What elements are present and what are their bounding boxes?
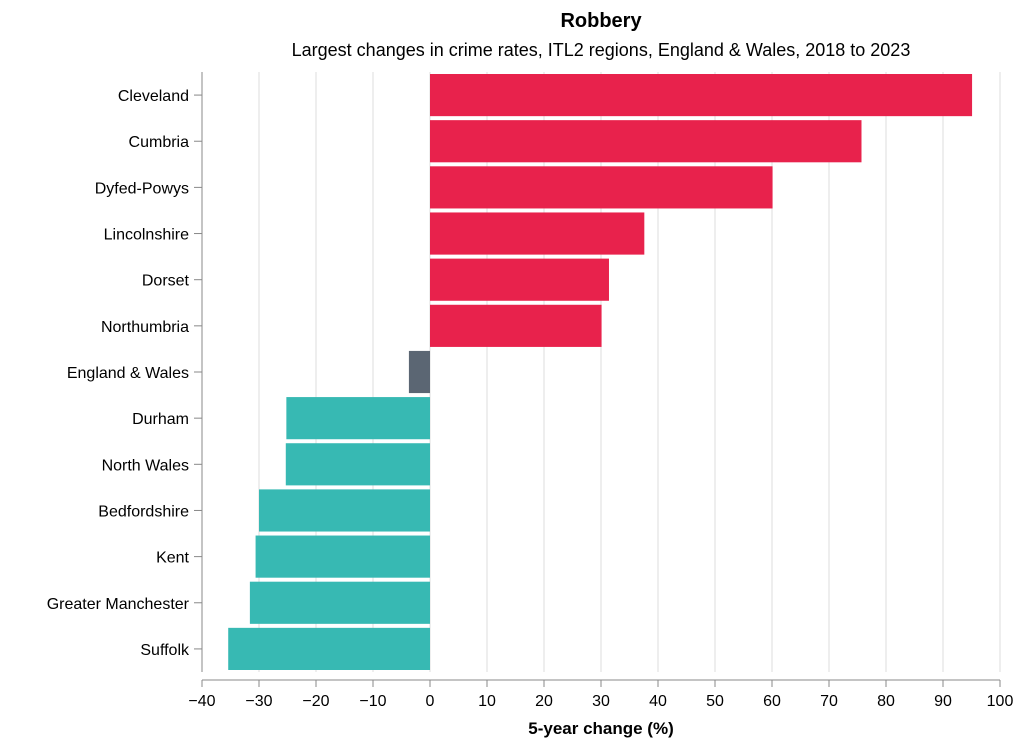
bar-durham xyxy=(286,397,430,440)
axes: Cleveland Cumbria Dyfed-Powys Lincolnshire D… xyxy=(47,72,1014,710)
y-tick-label: Cumbria xyxy=(129,134,190,151)
y-tick-label: Cleveland xyxy=(118,88,189,105)
bar-cleveland xyxy=(430,74,973,117)
x-tick-label: 100 xyxy=(987,693,1014,710)
bar-cumbria xyxy=(430,120,862,163)
chart-subtitle: Largest changes in crime rates, ITL2 reg… xyxy=(292,40,911,60)
bar-kent xyxy=(255,535,430,578)
x-tick-label: 40 xyxy=(649,693,667,710)
y-tick-label: Lincolnshire xyxy=(104,227,189,244)
x-tick-label: 20 xyxy=(535,693,553,710)
bar-england-wales xyxy=(408,350,430,394)
x-tick-label: 30 xyxy=(592,693,610,710)
x-tick-label: 80 xyxy=(877,693,895,710)
x-tick-label: 60 xyxy=(763,693,781,710)
x-tick-label: 90 xyxy=(934,693,952,710)
y-tick-label: Kent xyxy=(156,550,189,567)
bar-bedfordshire xyxy=(259,489,430,532)
x-tick-label: 50 xyxy=(706,693,724,710)
y-tick-label: Dorset xyxy=(142,273,190,290)
x-tick-label: −10 xyxy=(359,693,386,710)
x-tick-label: −40 xyxy=(188,693,215,710)
y-tick-label: England & Wales xyxy=(67,365,189,382)
bar-suffolk xyxy=(228,627,430,670)
bar-lincolnshire xyxy=(430,212,645,255)
bar-greater-manchester xyxy=(249,581,430,624)
x-axis-title: 5-year change (%) xyxy=(528,719,674,738)
x-tick-label: 10 xyxy=(478,693,496,710)
y-tick-label: North Wales xyxy=(102,457,189,474)
x-tick-label: −30 xyxy=(245,693,272,710)
y-tick-label: Dyfed-Powys xyxy=(95,180,189,197)
bar-northumbria xyxy=(430,304,602,347)
bar-dyfed-powys xyxy=(430,166,773,209)
y-tick-label: Durham xyxy=(132,411,189,428)
x-tick-label: −20 xyxy=(302,693,329,710)
y-tick-label: Greater Manchester xyxy=(47,596,190,613)
bar-dorset xyxy=(430,258,609,301)
bars xyxy=(228,74,973,670)
y-tick-label: Suffolk xyxy=(140,642,190,659)
bar-north-wales xyxy=(285,443,430,486)
x-tick-label: 70 xyxy=(820,693,838,710)
x-tick-label: 0 xyxy=(426,693,435,710)
y-tick-label: Bedfordshire xyxy=(98,503,189,520)
y-tick-label: Northumbria xyxy=(101,319,189,336)
chart-title: Robbery xyxy=(560,10,642,32)
